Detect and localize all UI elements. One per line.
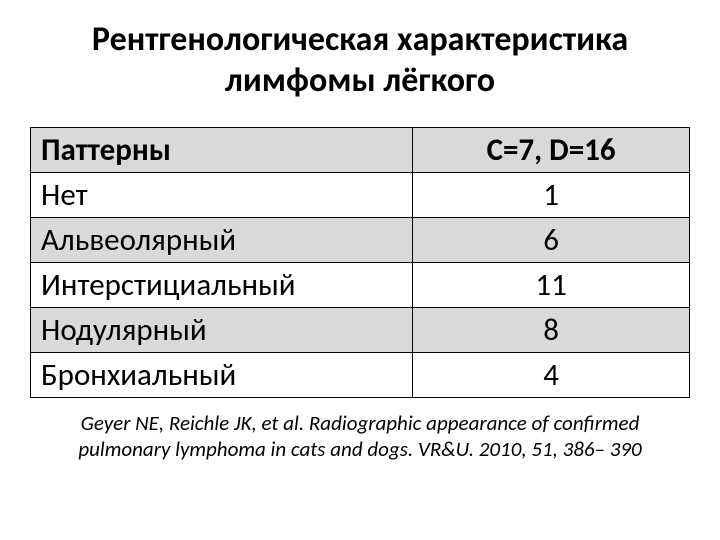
row-label: Интерстициальный — [31, 262, 413, 307]
citation-text: Geyer NE, Reichle JK, et al. Radiographi… — [30, 410, 690, 463]
row-value: 4 — [413, 352, 690, 397]
row-label: Нодулярный — [31, 307, 413, 352]
table-row: Альвеолярный 6 — [31, 217, 690, 262]
row-value: 11 — [413, 262, 690, 307]
table-header-row: Паттерны C=7, D=16 — [31, 127, 690, 172]
row-value: 6 — [413, 217, 690, 262]
table-row: Интерстициальный 11 — [31, 262, 690, 307]
table-row: Нет 1 — [31, 172, 690, 217]
header-label: Паттерны — [31, 127, 413, 172]
row-label: Бронхиальный — [31, 352, 413, 397]
table-row: Нодулярный 8 — [31, 307, 690, 352]
header-value: C=7, D=16 — [413, 127, 690, 172]
row-value: 8 — [413, 307, 690, 352]
slide-title: Рентгенологическая характеристика лимфом… — [30, 20, 690, 102]
data-table: Паттерны C=7, D=16 Нет 1 Альвеолярный 6 … — [30, 127, 690, 398]
table-row: Бронхиальный 4 — [31, 352, 690, 397]
row-label: Альвеолярный — [31, 217, 413, 262]
row-value: 1 — [413, 172, 690, 217]
row-label: Нет — [31, 172, 413, 217]
